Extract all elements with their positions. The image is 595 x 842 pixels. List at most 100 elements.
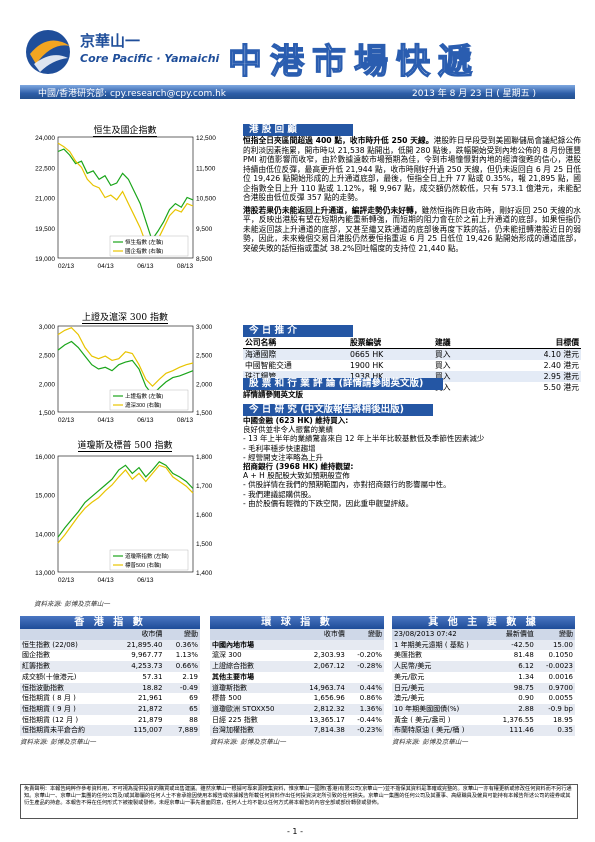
x-tick-label: 06/13 (137, 263, 154, 270)
y-right-tick-label: 11,500 (196, 165, 216, 172)
y-right-tick-label: 3,000 (196, 324, 213, 331)
header-dept: 中國/香港研究部: cpy.research@cpy.com.hk (38, 86, 226, 99)
legend-label-2: 國企指數 (右軸) (125, 247, 163, 255)
table-cell: 恒指期貨 (12 月 ) (22, 715, 79, 724)
research-line: 良好供並非令人振奮的業績 (243, 425, 333, 435)
table-row: 恒指期貨 ( 8 月 ) 21,961 69 (20, 693, 200, 704)
other-table: 23/08/2013 07:42 最新價值 變動 1 年期美元遠期 ( 基點 ) -42… (392, 629, 575, 737)
hk-table-title: 香 港 指 數 (20, 616, 200, 629)
table-cell: 0.66% (164, 661, 200, 672)
table-row: 中國內地市場 (210, 639, 384, 651)
table-cell: -0.20% (357, 651, 382, 660)
y-right-tick-label: 1,400 (196, 570, 213, 577)
table-cell: 1 年期美元遠期 ( 基點 ) (392, 639, 492, 651)
y-right-tick-label: 2,000 (196, 381, 213, 388)
y-left-tick-label: 3,000 (39, 324, 56, 331)
table-header-row: 23/08/2013 07:42 最新價值 變動 (392, 629, 575, 640)
global-index-table: 環 球 指 數 收市價 變動 中國內地市場 滬深 300 2,303.93 -0.20% 上… (210, 616, 384, 746)
x-tick-label: 08/13 (177, 417, 194, 424)
table-cell: -0.9 bp (535, 703, 575, 715)
header-bar (20, 85, 575, 99)
brand-name-cn: 京華山一 (80, 32, 141, 50)
chart-source: 資料來源: 彭博及京華山一 (34, 600, 110, 608)
table-cell: 15.00 (535, 639, 575, 651)
table-cell: 88 (189, 715, 198, 724)
table-cell: 115,007 (110, 725, 165, 737)
y-right-tick-label: 1,500 (196, 541, 213, 548)
y-right-tick-label: 1,600 (196, 512, 213, 519)
table-cell: 2.19 (182, 672, 198, 681)
table-header-row: 收市價 變動 (20, 629, 200, 640)
table-cell: 9,967.77 (131, 651, 163, 660)
table-row: 道瓊歐洲 STOXX50 2,812.32 1.36% (210, 703, 384, 715)
table-cell: 2,812.32 (295, 703, 347, 715)
table-row: 黃金 ( 美元/盎司 ) 1,376.55 18.95 (392, 715, 575, 726)
x-tick-label: 06/13 (137, 417, 154, 424)
research-2-title: 招商銀行 (3968 HK) (243, 462, 319, 472)
today-research: 今 日 研 究 (中文版報告將稍後出版) 中國金融 (623 HK) 維持買入:… (243, 404, 581, 508)
table-row: 國企指數 9,967.77 1.13% (20, 650, 200, 661)
table-cell: 台灣加權指數 (210, 725, 296, 737)
table-row: 日元/美元 98.75 0.9700 (392, 682, 575, 694)
table-cell: 恒指期貨未平倉合約 (20, 725, 111, 737)
x-tick-label: 04/13 (98, 263, 115, 270)
y-left-tick-label: 19,500 (35, 226, 55, 233)
y-left-tick-label: 15,000 (35, 493, 55, 500)
y-left-tick-label: 16,000 (35, 454, 55, 461)
series-2-line (57, 464, 194, 544)
research-item-2: 招商銀行 (3968 HK) 維持觀望: (243, 462, 581, 471)
table-header-cell (20, 629, 111, 640)
table-header-cell: 變動 (164, 629, 200, 640)
intl-table-title: 環 球 指 數 (210, 616, 384, 629)
table-row: 恒生指數 (22/08) 21,895.40 0.36% (20, 639, 200, 651)
logo: 京華山一 Core Pacific · Yamaichi (22, 22, 232, 88)
legend-label-1: 恒生指數 (左軸) (125, 238, 163, 246)
recommend-cell: 買入 (435, 350, 451, 359)
table-cell: 道瓊歐洲 STOXX50 (210, 703, 296, 715)
table-cell: -0.49 (164, 682, 200, 694)
table-cell: 1.36% (346, 703, 384, 715)
plot-frame (57, 325, 194, 413)
review-heading: 港 股 回 顧 (243, 124, 353, 136)
y-left-tick-label: 21,000 (35, 196, 55, 203)
recommend-cell: 2.95 港元 (543, 372, 579, 381)
legend-box (109, 235, 189, 257)
table-cell: 0.35 (535, 725, 575, 737)
y-right-tick-label: 12,500 (196, 135, 216, 142)
review-p1-lead: 恒指全日夾區間超過 400 點，收市時升低 250 天線。 (243, 136, 434, 145)
hk-table: 收市價 變動 恒生指數 (22/08) 21,895.40 0.36% 國企指數 9,967… (20, 629, 200, 737)
col-company: 公司名稱 (243, 337, 348, 349)
table-cell: -42.50 (491, 639, 536, 651)
legend-box (109, 549, 189, 571)
table-header-cell: 23/08/2013 07:42 (392, 629, 492, 640)
table-cell: 4,253.73 (110, 661, 165, 672)
recommend-cell: 珠江鋼管 (245, 372, 277, 381)
x-tick-label: 02/13 (58, 417, 75, 424)
table-header-cell: 收市價 (295, 629, 347, 640)
hsi-hscei-chart: 24,000 22,500 21,000 19,500 19,000 12,500 11,5… (35, 135, 216, 270)
table-cell: 1.34 (518, 672, 534, 681)
review-paragraph-1: 恒指全日夾區間超過 400 點，收市時升低 250 天線。港股昨日早段受到美國聯… (243, 136, 581, 203)
table-cell: 黃金 ( 美元/盎司 ) (394, 715, 451, 724)
table-cell: 6.12 (491, 661, 536, 672)
table-cell (347, 672, 384, 683)
table-cell: 57.31 (142, 672, 163, 681)
table-cell: -0.44% (357, 715, 382, 724)
table-cell: 1.13% (175, 651, 198, 660)
table-row: 恒指波動指數 18.82 -0.49 (20, 682, 200, 694)
email-link[interactable]: cpy.research@cpy.com.hk (109, 89, 227, 99)
table-cell: 滬深 300 (212, 651, 242, 660)
legend-label-1: 上證指數 (左軸) (125, 392, 163, 400)
table-row: 恒指期貨 ( 9 月 ) 21,872 65 (20, 703, 200, 715)
table-cell: 21,872 (110, 703, 165, 715)
table-cell (296, 672, 347, 683)
table-cell: 其他主要市場 (212, 672, 254, 681)
research-heading: 今 日 研 究 (中文版報告將稍後出版) (243, 404, 433, 416)
y-right-tick-label: 1,500 (196, 410, 213, 417)
table-row: 上證綜合指數 2,067.12 -0.28% (210, 661, 384, 672)
intl-table: 收市價 變動 中國內地市場 滬深 300 2,303.93 -0.20% 上證綜合指數 2,0… (210, 629, 384, 737)
table-row: 人民幣/美元 6.12 -0.0023 (392, 661, 575, 672)
table-cell: 21,961 (137, 694, 163, 703)
table-header-row: 收市價 變動 (210, 629, 384, 640)
sector-comment: 股 票 和 行 業 評 論 (詳情請參閱英文版) 詳情請參閱英文版 (243, 378, 581, 399)
